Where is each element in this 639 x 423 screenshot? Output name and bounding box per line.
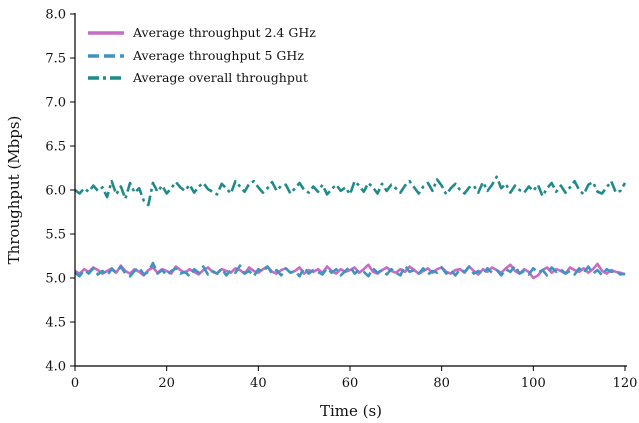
- y-tick-label: 5.0: [45, 272, 66, 287]
- x-axis-title: Time (s): [320, 402, 382, 420]
- y-tick-label: 8.0: [45, 8, 66, 23]
- series-line-overall: [74, 175, 627, 207]
- y-tick-label: 7.0: [45, 96, 66, 111]
- x-tick-label: 80: [433, 376, 450, 391]
- legend-label-5ghz: Average throughput 5 GHz: [132, 48, 304, 63]
- x-tick-label: 60: [342, 376, 359, 391]
- y-tick-label: 4.0: [45, 360, 66, 375]
- x-tick-label: 20: [158, 376, 175, 391]
- y-axis-title: Throughput (Mbps): [5, 116, 23, 265]
- series-line-5ghz: [74, 261, 626, 278]
- legend-label-overall: Average overall throughput: [132, 70, 308, 85]
- y-tick-label: 4.5: [45, 316, 66, 331]
- x-tick-label: 0: [71, 376, 79, 391]
- x-tick-label: 40: [250, 376, 267, 391]
- x-tick-label: 100: [521, 376, 546, 391]
- y-tick-label: 7.5: [45, 52, 66, 67]
- legend-label-2-4ghz: Average throughput 2.4 GHz: [132, 25, 316, 40]
- x-tick-label: 120: [613, 376, 638, 391]
- y-tick-label: 5.5: [45, 228, 66, 243]
- legend: Average throughput 2.4 GHz Average throu…: [88, 25, 316, 85]
- y-tick-label: 6.0: [45, 184, 66, 199]
- y-tick-label: 6.5: [45, 140, 66, 155]
- series-line-2-4ghz: [74, 262, 626, 280]
- tick-labels: 4.0 4.5 5.0 5.5 6.0 6.5 7.0 7.5 8.0 0 20 40 60 80 100 1…: [45, 8, 637, 392]
- series-layer: [74, 175, 627, 280]
